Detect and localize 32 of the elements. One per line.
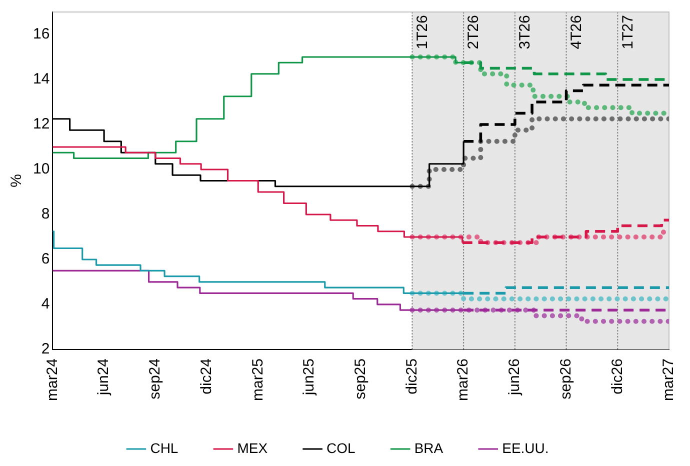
y-tick-label: 12 (32, 116, 50, 133)
x-tick-label: sep26 (557, 358, 574, 400)
x-tick-label: jun26 (506, 358, 524, 396)
legend-label: EE.UU. (502, 440, 549, 456)
ref-line-label: 3T26 (516, 15, 534, 50)
x-tick-label: jun24 (95, 358, 112, 396)
legend-label: CHL (150, 440, 178, 456)
x-tick-label: mar26 (454, 358, 472, 402)
x-tick-label: dic24 (198, 358, 215, 394)
y-tick-label: 14 (32, 70, 50, 88)
y-tick-label: 8 (41, 206, 50, 223)
y-tick-label: 16 (32, 26, 50, 43)
x-tick-label: mar27 (660, 358, 678, 402)
x-tick-label: sep24 (146, 358, 164, 400)
ref-line-label: 1T26 (414, 15, 431, 50)
x-tick-label: jun25 (300, 358, 318, 396)
ref-line-label: 1T27 (619, 15, 636, 50)
legend-label: MEX (237, 440, 268, 456)
x-tick-label: dic25 (403, 358, 420, 394)
x-tick-label: mar24 (44, 358, 61, 402)
y-tick-label: 10 (32, 160, 50, 178)
y-tick-label: 6 (41, 250, 50, 268)
y-tick-label: 2 (41, 340, 50, 358)
y-axis-title: % (8, 174, 26, 188)
legend-label: COL (326, 440, 356, 456)
ref-line-label: 4T26 (568, 15, 585, 50)
x-tick-label: mar25 (249, 358, 266, 402)
legend-label: BRA (414, 440, 444, 456)
x-tick-label: sep25 (352, 358, 369, 400)
x-tick-label: dic26 (608, 358, 626, 394)
y-tick-label: 4 (41, 296, 50, 313)
ref-line-label: 2T26 (465, 15, 482, 50)
